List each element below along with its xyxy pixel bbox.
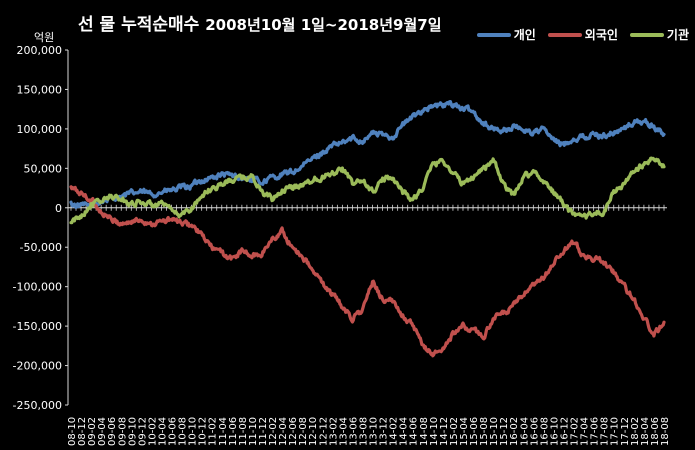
x-tick-label: 14-04 [399, 417, 410, 446]
x-tick-label: 10-08 [178, 417, 189, 446]
x-tick-label: 11-06 [228, 417, 239, 446]
x-tick-label: 17-06 [590, 417, 601, 446]
x-tick-label: 12-04 [278, 417, 289, 446]
x-tick-label: 15-02 [449, 417, 460, 446]
x-tick-label: 11-10 [248, 417, 259, 446]
x-tick-label: 17-10 [610, 417, 621, 446]
y-tick-label: 200,000 [17, 44, 63, 57]
x-tick-label: 14-10 [429, 417, 440, 446]
x-tick-label: 12-06 [288, 417, 299, 446]
x-tick-label: 14-12 [439, 417, 450, 446]
y-tick-label: 150,000 [17, 83, 63, 96]
legend-item-외국인: 외국인 [547, 26, 618, 43]
series-line-외국인 [69, 185, 666, 358]
x-tick-label: 14-08 [419, 417, 430, 446]
x-tick-label: 13-12 [379, 417, 390, 446]
x-tick-label: 10-06 [168, 417, 179, 446]
series-line-기관 [69, 156, 666, 225]
x-tick-label: 10-02 [147, 417, 158, 446]
x-tick-label: 17-04 [580, 417, 591, 446]
series-line-개인 [69, 100, 666, 210]
x-tick-label: 11-08 [238, 417, 249, 446]
x-tick-label: 14-06 [409, 417, 420, 446]
x-tick-label: 15-08 [479, 417, 490, 446]
x-tick-label: 09-06 [107, 417, 118, 446]
chart-subtitle: 2008년10월 1일~2018년9월7일 [205, 16, 442, 34]
y-axis-unit-label: 억원 [34, 31, 55, 44]
x-tick-label: 12-08 [298, 417, 309, 446]
x-tick-label: 09-02 [87, 417, 98, 446]
x-tick-label: 16-10 [549, 417, 560, 446]
x-tick-label: 18-04 [640, 417, 651, 446]
x-tick-label: 12-02 [268, 417, 279, 446]
x-tick-label: 13-06 [348, 417, 359, 446]
x-tick-label: 16-04 [519, 417, 530, 446]
x-tick-label: 13-02 [328, 417, 339, 446]
x-tick-label: 18-08 [660, 417, 671, 446]
x-tick-label: 18-02 [630, 417, 641, 446]
y-tick-label: -200,000 [13, 360, 62, 373]
x-tick-label: 18-06 [650, 417, 661, 446]
x-tick-label: 11-12 [258, 417, 269, 446]
y-tick-label: -250,000 [13, 399, 62, 412]
x-tick-label: 16-02 [509, 417, 520, 446]
legend-swatch [476, 32, 511, 37]
x-tick-label: 12-10 [308, 417, 319, 446]
y-tick-label: -100,000 [13, 281, 62, 294]
chart-title: 선 물 누적순매수 2008년10월 1일~2018년9월7일 [78, 10, 442, 35]
x-tick-label: 17-12 [620, 417, 631, 446]
x-tick-label: 12-12 [318, 417, 329, 446]
legend-label: 개인 [513, 28, 536, 42]
x-tick-label: 15-12 [499, 417, 510, 446]
y-tick-label: 0 [55, 202, 62, 215]
chart-title-main: 선 물 누적순매수 [78, 15, 200, 35]
x-tick-label: 09-12 [137, 417, 148, 446]
x-tick-label: 11-04 [218, 417, 229, 446]
x-tick-label: 14-02 [389, 417, 400, 446]
x-tick-label: 09-10 [127, 417, 138, 446]
x-tick-label: 10-04 [157, 417, 168, 446]
legend-label: 기관 [666, 28, 689, 42]
y-tick-label: 100,000 [17, 123, 63, 136]
x-tick-label: 13-04 [338, 417, 349, 446]
x-tick-label: 17-02 [570, 417, 581, 446]
x-tick-label: 09-08 [117, 417, 128, 446]
legend-label: 외국인 [584, 28, 618, 42]
x-tick-label: 10-10 [188, 417, 199, 446]
x-tick-label: 09-04 [97, 417, 108, 446]
y-tick-label: -50,000 [20, 241, 62, 254]
y-tick-label: -150,000 [13, 320, 62, 333]
x-tick-label: 15-06 [469, 417, 480, 446]
x-tick-label: 11-02 [208, 417, 219, 446]
legend: 개인 외국인 기관 [476, 26, 689, 43]
legend-item-기관: 기관 [629, 26, 689, 43]
x-tick-label: 13-08 [358, 417, 369, 446]
x-tick-label: 16-12 [559, 417, 570, 446]
y-tick-label: 50,000 [24, 162, 63, 175]
x-tick-label: 10-12 [198, 417, 209, 446]
x-tick-label: 13-10 [369, 417, 380, 446]
x-tick-label: 08-12 [77, 417, 88, 446]
x-tick-label: 16-06 [529, 417, 540, 446]
x-tick-label: 08-10 [67, 417, 78, 446]
x-tick-label: 15-10 [489, 417, 500, 446]
legend-item-개인: 개인 [476, 26, 536, 43]
x-tick-label: 15-04 [459, 417, 470, 446]
x-tick-label: 16-08 [539, 417, 550, 446]
legend-swatch [547, 32, 582, 37]
x-tick-label: 17-08 [600, 417, 611, 446]
legend-swatch [629, 32, 664, 37]
